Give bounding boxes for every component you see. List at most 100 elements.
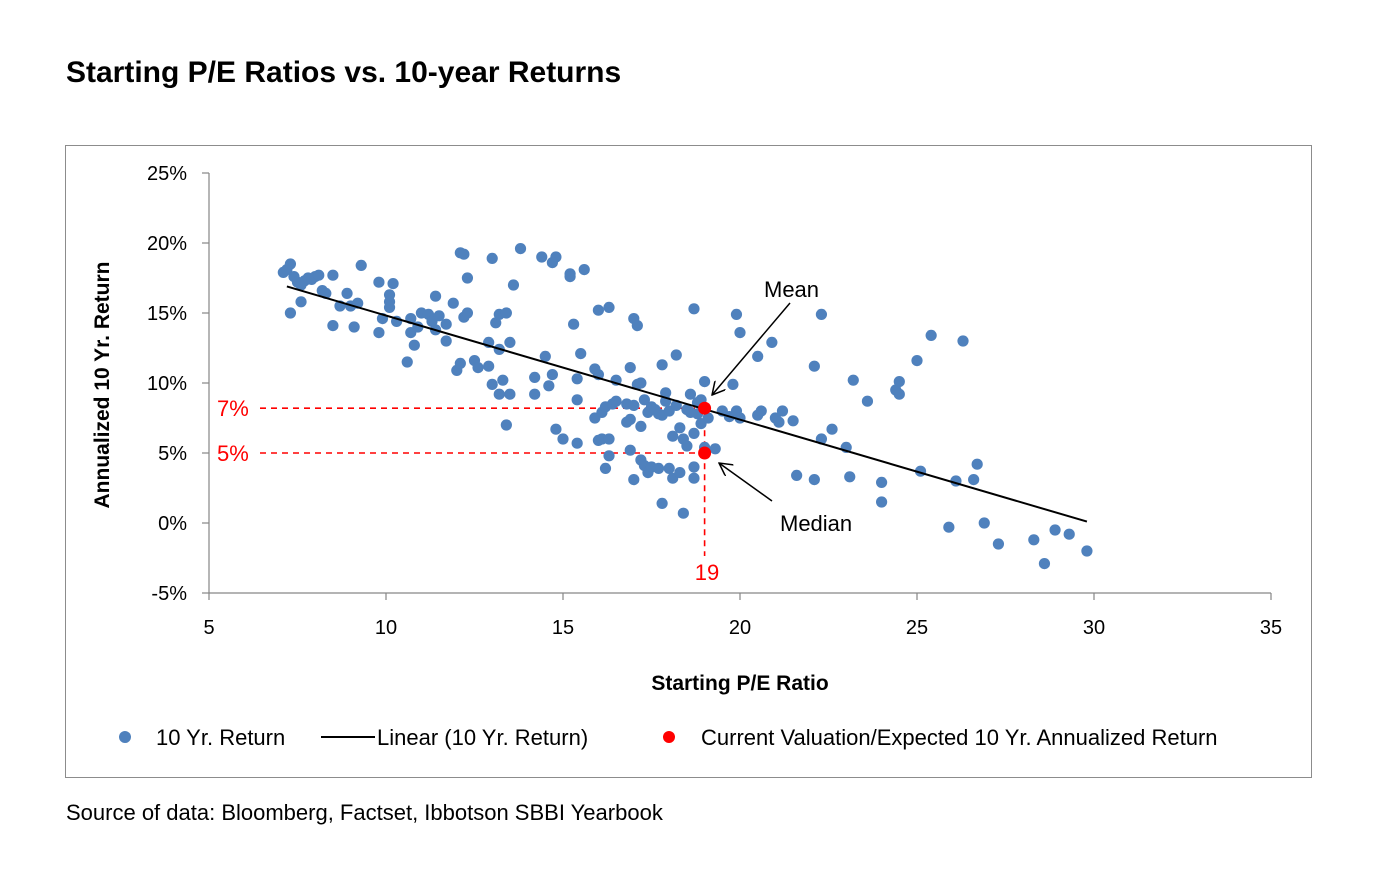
data-point (911, 355, 923, 367)
data-point (472, 362, 484, 374)
data-point (787, 415, 799, 427)
data-point (497, 374, 509, 386)
data-point (847, 374, 859, 386)
data-point (550, 423, 562, 435)
data-point (543, 380, 555, 392)
data-point (529, 388, 541, 400)
x-tick-label: 5 (203, 617, 214, 639)
data-point (702, 412, 714, 424)
data-point (709, 443, 721, 455)
y-tick-label: 25% (147, 163, 187, 185)
data-point (688, 303, 700, 315)
current-median-point (698, 446, 712, 460)
y-tick-label: 15% (147, 303, 187, 325)
legend-label-current: Current Valuation/Expected 10 Yr. Annual… (701, 725, 1218, 750)
data-point (674, 422, 686, 434)
scatter-points (277, 243, 1093, 570)
data-point (564, 271, 576, 283)
data-point (592, 304, 605, 316)
y-tick-label: 10% (147, 373, 187, 395)
data-point (433, 310, 445, 322)
legend-marker-current (663, 731, 675, 743)
data-point (688, 461, 700, 473)
data-point (408, 339, 420, 351)
data-point (383, 296, 396, 308)
data-point (500, 307, 512, 319)
data-point (603, 301, 615, 313)
y-tick-label: 5% (158, 443, 187, 465)
data-point (486, 252, 498, 264)
current-valuation-points (698, 401, 712, 460)
mean-arrow (712, 302, 791, 395)
data-point (458, 248, 470, 260)
data-point (355, 259, 367, 271)
data-point (313, 269, 325, 281)
data-point (486, 378, 498, 390)
data-point (677, 507, 689, 519)
data-point (1038, 558, 1051, 570)
data-point (968, 474, 980, 486)
mean-annotation: Mean (764, 277, 819, 302)
source-note: Source of data: Bloomberg, Factset, Ibbo… (66, 800, 663, 825)
data-point (401, 356, 413, 368)
data-point (440, 318, 452, 330)
data-point (943, 521, 955, 533)
data-point (603, 450, 615, 462)
data-point (1081, 545, 1093, 557)
data-point (876, 476, 888, 488)
data-point (628, 399, 640, 411)
data-point (493, 388, 505, 400)
median-arrow (719, 463, 773, 502)
data-point (327, 320, 339, 332)
trend-line (286, 285, 1088, 523)
current-mean-point (698, 401, 712, 415)
data-point (461, 307, 474, 319)
data-point (539, 350, 551, 362)
data-point (599, 462, 612, 474)
legend-label-trend: Linear (10 Yr. Return) (377, 725, 588, 750)
data-point (624, 362, 636, 374)
data-point (507, 279, 520, 291)
chart-frame (65, 145, 1312, 778)
mean-value-label: 7% (217, 396, 249, 421)
data-point (578, 264, 590, 276)
legend: 10 Yr. Return Linear (10 Yr. Return) Cur… (119, 725, 1218, 750)
data-point (688, 427, 700, 439)
median-value-label: 5% (217, 441, 249, 466)
data-point (624, 444, 636, 456)
data-point (815, 308, 828, 320)
data-point (1063, 528, 1075, 540)
data-point (992, 538, 1005, 550)
data-point (808, 360, 820, 372)
data-point (861, 395, 874, 407)
data-point (826, 423, 838, 435)
data-point (776, 405, 789, 417)
data-point (327, 269, 339, 281)
data-point (341, 287, 353, 299)
x-tick-label: 20 (729, 617, 751, 639)
data-point (571, 437, 583, 449)
data-point (557, 433, 569, 445)
data-point (348, 321, 360, 333)
data-point (638, 394, 651, 406)
data-point (663, 462, 675, 474)
data-point (284, 307, 297, 319)
x-tick-label: 35 (1260, 617, 1282, 639)
data-point (688, 472, 700, 484)
data-point (514, 243, 527, 255)
data-point (670, 349, 682, 361)
data-point (635, 377, 647, 389)
data-point (730, 308, 743, 320)
y-tick-label: 20% (147, 233, 187, 255)
x-tick-label: 30 (1083, 617, 1105, 639)
data-point (844, 471, 856, 483)
data-point (568, 318, 580, 330)
data-point (504, 388, 516, 400)
current-pe-label: 19 (695, 560, 719, 585)
data-point (447, 297, 459, 309)
chart-title: Starting P/E Ratios vs. 10-year Returns (66, 56, 622, 89)
data-point (631, 320, 643, 332)
data-point (500, 419, 512, 431)
data-point (752, 350, 764, 362)
data-point (387, 278, 399, 290)
